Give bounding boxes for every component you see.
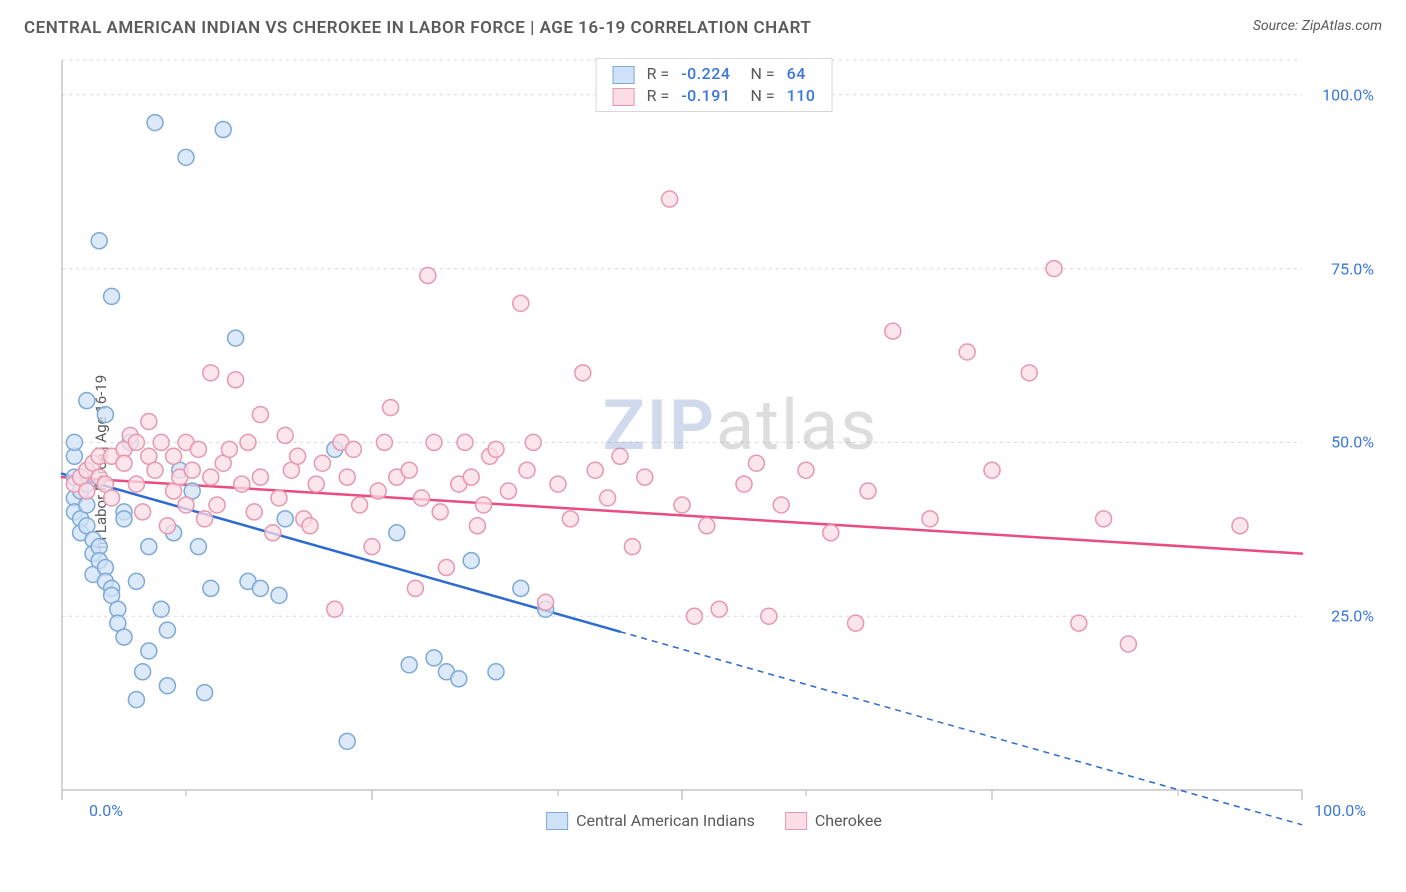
series-legend: Central American Indians Cherokee <box>546 811 882 830</box>
plot-area: ZIPatlas R =-0.224N =64R =-0.191N =110 2… <box>54 52 1374 832</box>
y-tick-label: 75.0% <box>1331 259 1374 278</box>
chart-title: CENTRAL AMERICAN INDIAN VS CHEROKEE IN L… <box>24 18 811 38</box>
chart-source: Source: ZipAtlas.com <box>1253 18 1382 34</box>
y-tick-label: 50.0% <box>1331 433 1374 452</box>
correlation-legend: R =-0.224N =64R =-0.191N =110 <box>596 58 833 112</box>
chart-header: CENTRAL AMERICAN INDIAN VS CHEROKEE IN L… <box>0 0 1406 46</box>
legend-row: R =-0.191N =110 <box>607 85 822 107</box>
y-tick-label: 100.0% <box>1322 85 1374 104</box>
legend-label: Central American Indians <box>576 811 755 830</box>
chart-container: In Labor Force | Age 16-19 ZIPatlas R =-… <box>24 52 1382 872</box>
x-axis-max-label: 100.0% <box>1314 801 1366 820</box>
chart-svg <box>54 52 1374 832</box>
y-tick-label: 25.0% <box>1331 607 1374 626</box>
legend-swatch <box>546 812 568 830</box>
legend-label: Cherokee <box>815 811 882 830</box>
legend-row: R =-0.224N =64 <box>607 63 822 85</box>
legend-item: Central American Indians <box>546 811 755 830</box>
legend-item: Cherokee <box>785 811 882 830</box>
source-link[interactable]: ZipAtlas.com <box>1302 18 1382 34</box>
legend-swatch <box>785 812 807 830</box>
source-prefix: Source: <box>1253 18 1302 34</box>
x-axis-min-label: 0.0% <box>89 801 123 820</box>
